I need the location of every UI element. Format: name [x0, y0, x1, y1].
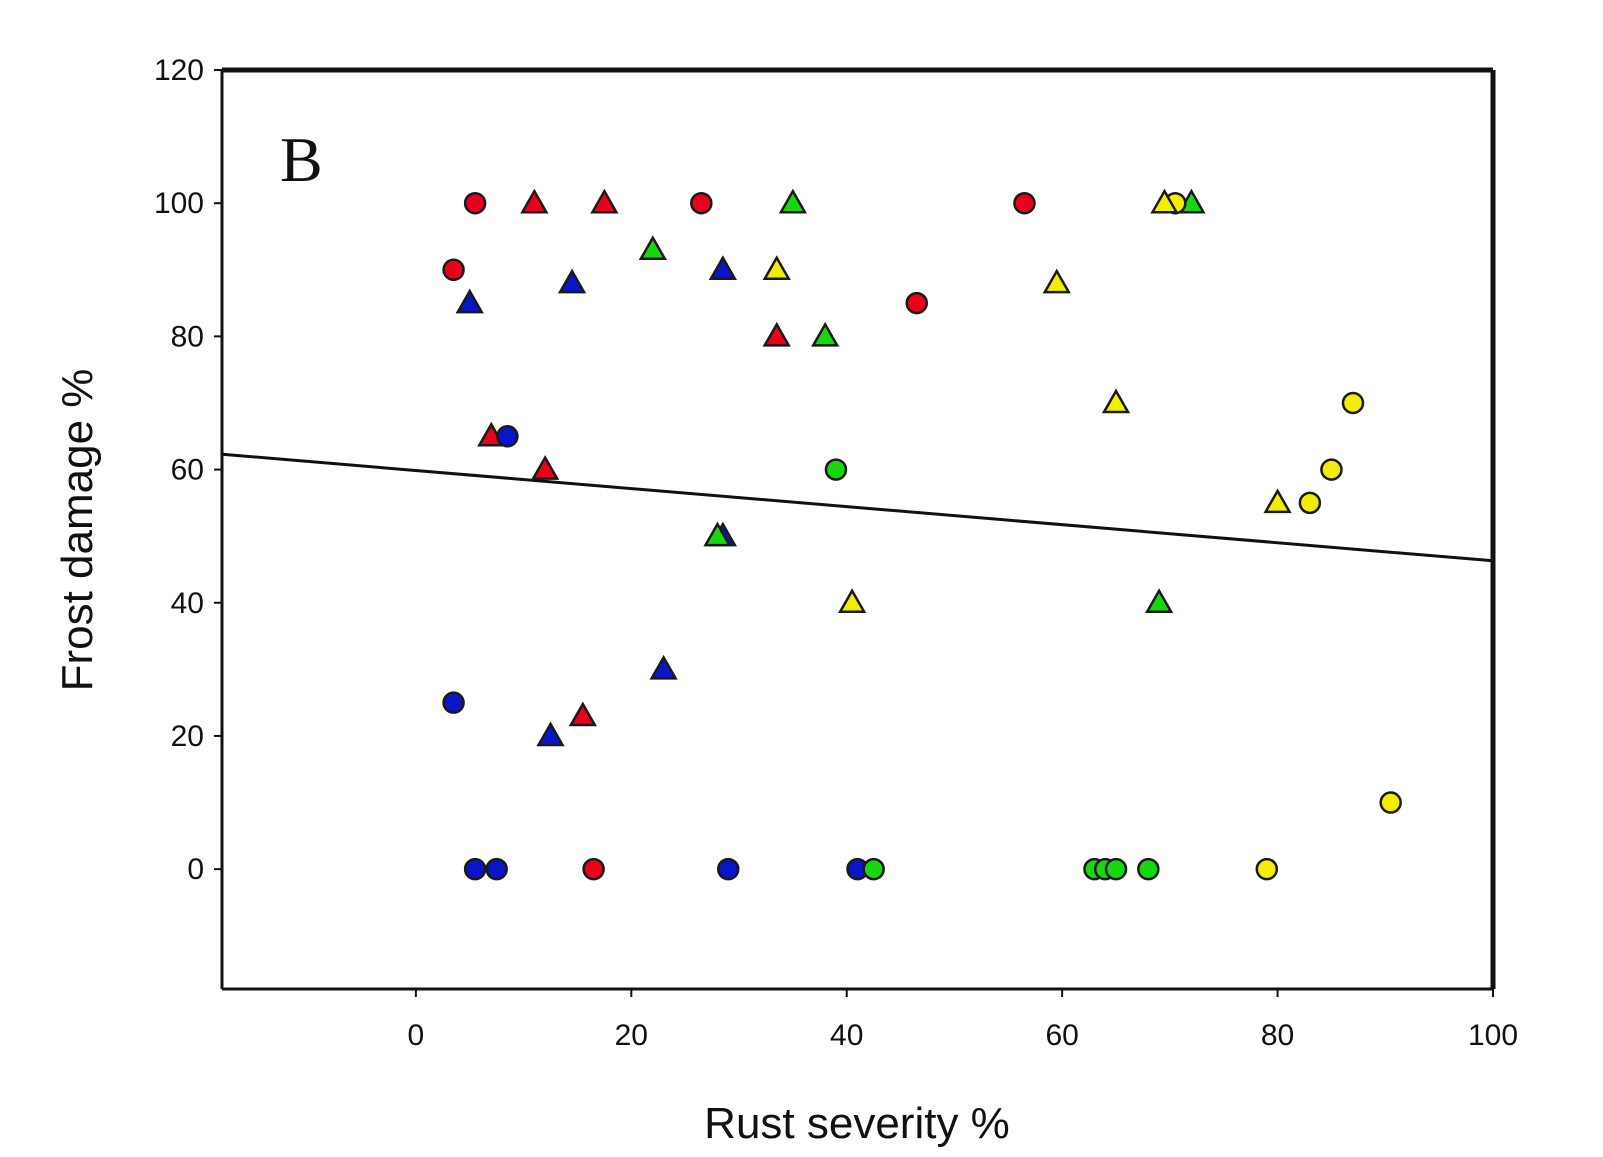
tick-layer: 0 20 40 60 80 100 0 20 40 60 80 100 120 — [154, 54, 1518, 1052]
yellow-circle-point — [1379, 791, 1402, 814]
y-tick-label: 120 — [154, 54, 204, 87]
red-circle-point — [442, 258, 465, 282]
blue-circle-point — [442, 691, 465, 714]
green-triangle-point — [1144, 588, 1174, 614]
green-triangle-point — [811, 321, 840, 347]
y-tick-label: 0 — [187, 853, 204, 886]
plot-frame-layer — [220, 67, 1496, 991]
blue-triangle-point — [455, 288, 484, 314]
green-circle-point — [824, 458, 848, 481]
yellow-triangle-point — [1042, 268, 1071, 294]
yellow-circle-point — [1298, 491, 1322, 515]
red-triangle-point — [568, 701, 597, 727]
y-tick-label: 100 — [154, 187, 204, 220]
blue-triangle-point — [557, 268, 587, 294]
red-triangle-point — [590, 188, 619, 214]
green-triangle-point — [778, 188, 808, 214]
red-circle-point — [463, 191, 487, 215]
blue-circle-point — [716, 857, 740, 881]
green-triangle-point — [703, 521, 732, 547]
regression-line — [221, 452, 1494, 563]
green-circle-point — [862, 857, 885, 881]
yellow-triangle-point — [837, 588, 867, 614]
x-tick-label: 40 — [830, 1019, 863, 1052]
yellow-circle-point — [1341, 391, 1365, 415]
y-tick-label: 20 — [171, 720, 204, 753]
y-tick-label: 60 — [171, 454, 204, 487]
red-triangle-point — [530, 455, 560, 480]
blue-triangle-point — [708, 255, 738, 281]
green-triangle-point — [638, 235, 668, 261]
y-tick-label: 40 — [171, 587, 204, 620]
yellow-triangle-point — [1263, 488, 1292, 514]
y-tick-label: 80 — [171, 320, 204, 353]
data-point-layer — [442, 188, 1402, 881]
x-tick-label: 80 — [1261, 1019, 1294, 1052]
x-tick-label: 100 — [1468, 1019, 1518, 1052]
red-circle-point — [582, 857, 605, 881]
yellow-circle-point — [1255, 857, 1279, 881]
fit-line-layer — [221, 452, 1494, 563]
yellow-triangle-point — [1150, 188, 1179, 214]
red-circle-point — [905, 291, 928, 315]
red-triangle-point — [762, 321, 791, 347]
red-circle-point — [690, 191, 713, 215]
blue-triangle-point — [536, 721, 565, 747]
red-circle-point — [1013, 191, 1036, 215]
x-tick-label: 60 — [1045, 1019, 1078, 1052]
yellow-triangle-point — [762, 255, 791, 281]
blue-circle-point — [485, 857, 508, 881]
yellow-circle-point — [1320, 458, 1343, 481]
x-axis-title: Rust severity % — [704, 1099, 1010, 1148]
blue-circle-point — [463, 857, 487, 881]
blue-triangle-point — [649, 654, 678, 680]
green-circle-point — [1104, 857, 1128, 881]
panel-label: B — [280, 124, 323, 195]
x-tick-label: 0 — [408, 1019, 425, 1052]
blue-circle-point — [496, 425, 519, 448]
yellow-triangle-point — [1101, 388, 1131, 414]
x-tick-label: 20 — [615, 1019, 648, 1052]
red-triangle-point — [520, 188, 549, 214]
y-axis-title: Frost damage % — [53, 369, 102, 692]
green-circle-point — [1137, 857, 1160, 881]
